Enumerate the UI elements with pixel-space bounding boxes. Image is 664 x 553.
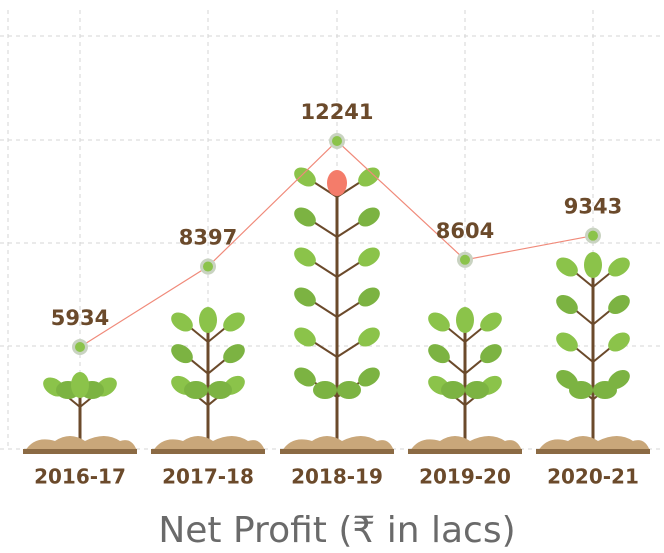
leaf [355, 204, 384, 231]
bud [327, 170, 347, 196]
data-point [331, 135, 344, 148]
value-label: 5934 [51, 306, 109, 330]
leaf [71, 372, 89, 398]
leaf [569, 381, 593, 399]
leaf [593, 381, 617, 399]
plant [408, 307, 522, 454]
value-label: 8397 [179, 226, 237, 250]
x-tick-label: 2017-18 [162, 465, 254, 489]
plants [23, 164, 650, 454]
leaf [605, 254, 634, 281]
data-point [587, 229, 600, 242]
x-tick-label: 2016-17 [34, 465, 126, 489]
soil-base [23, 449, 137, 454]
data-point [74, 341, 87, 354]
leaf [291, 204, 320, 231]
leaf [465, 381, 489, 399]
leaf [184, 381, 208, 399]
soil-base [280, 449, 394, 454]
leaf [168, 340, 197, 367]
leaf [291, 164, 320, 191]
value-label: 8604 [436, 219, 494, 243]
soil-base [408, 449, 522, 454]
plant [23, 372, 137, 454]
data-point [202, 260, 215, 273]
x-tick-label: 2019-20 [419, 465, 511, 489]
leaf [291, 284, 320, 311]
leaf [477, 309, 506, 336]
leaf [313, 381, 337, 399]
leaf [425, 309, 454, 336]
leaf [553, 254, 582, 281]
leaf [208, 381, 232, 399]
value-label: 12241 [300, 100, 373, 124]
leaf [220, 309, 249, 336]
leaf [199, 307, 217, 333]
value-label: 9343 [564, 195, 622, 219]
data-point [459, 253, 472, 266]
leaf [584, 252, 602, 278]
x-tick-label: 2020-21 [547, 465, 639, 489]
leaf [425, 340, 454, 367]
leaf [355, 284, 384, 311]
leaf [456, 307, 474, 333]
plant [536, 252, 650, 454]
leaf [553, 291, 582, 318]
leaf [337, 381, 361, 399]
leaf [220, 340, 249, 367]
plant [151, 307, 265, 454]
leaf [355, 164, 384, 191]
leaf [291, 244, 320, 271]
chart: 5934 2016-17 8397 2017-18 12241 2018-19 8604 20… [0, 0, 664, 553]
leaf [605, 291, 634, 318]
chart-title: Net Profit (₹ in lacs) [158, 510, 515, 551]
leaf [441, 381, 465, 399]
x-tick-label: 2018-19 [291, 465, 383, 489]
soil-base [151, 449, 265, 454]
leaf [355, 244, 384, 271]
leaf [553, 329, 582, 356]
leaf [477, 340, 506, 367]
plant [280, 164, 394, 454]
leaf [168, 309, 197, 336]
leaf [605, 329, 634, 356]
soil-base [536, 449, 650, 454]
